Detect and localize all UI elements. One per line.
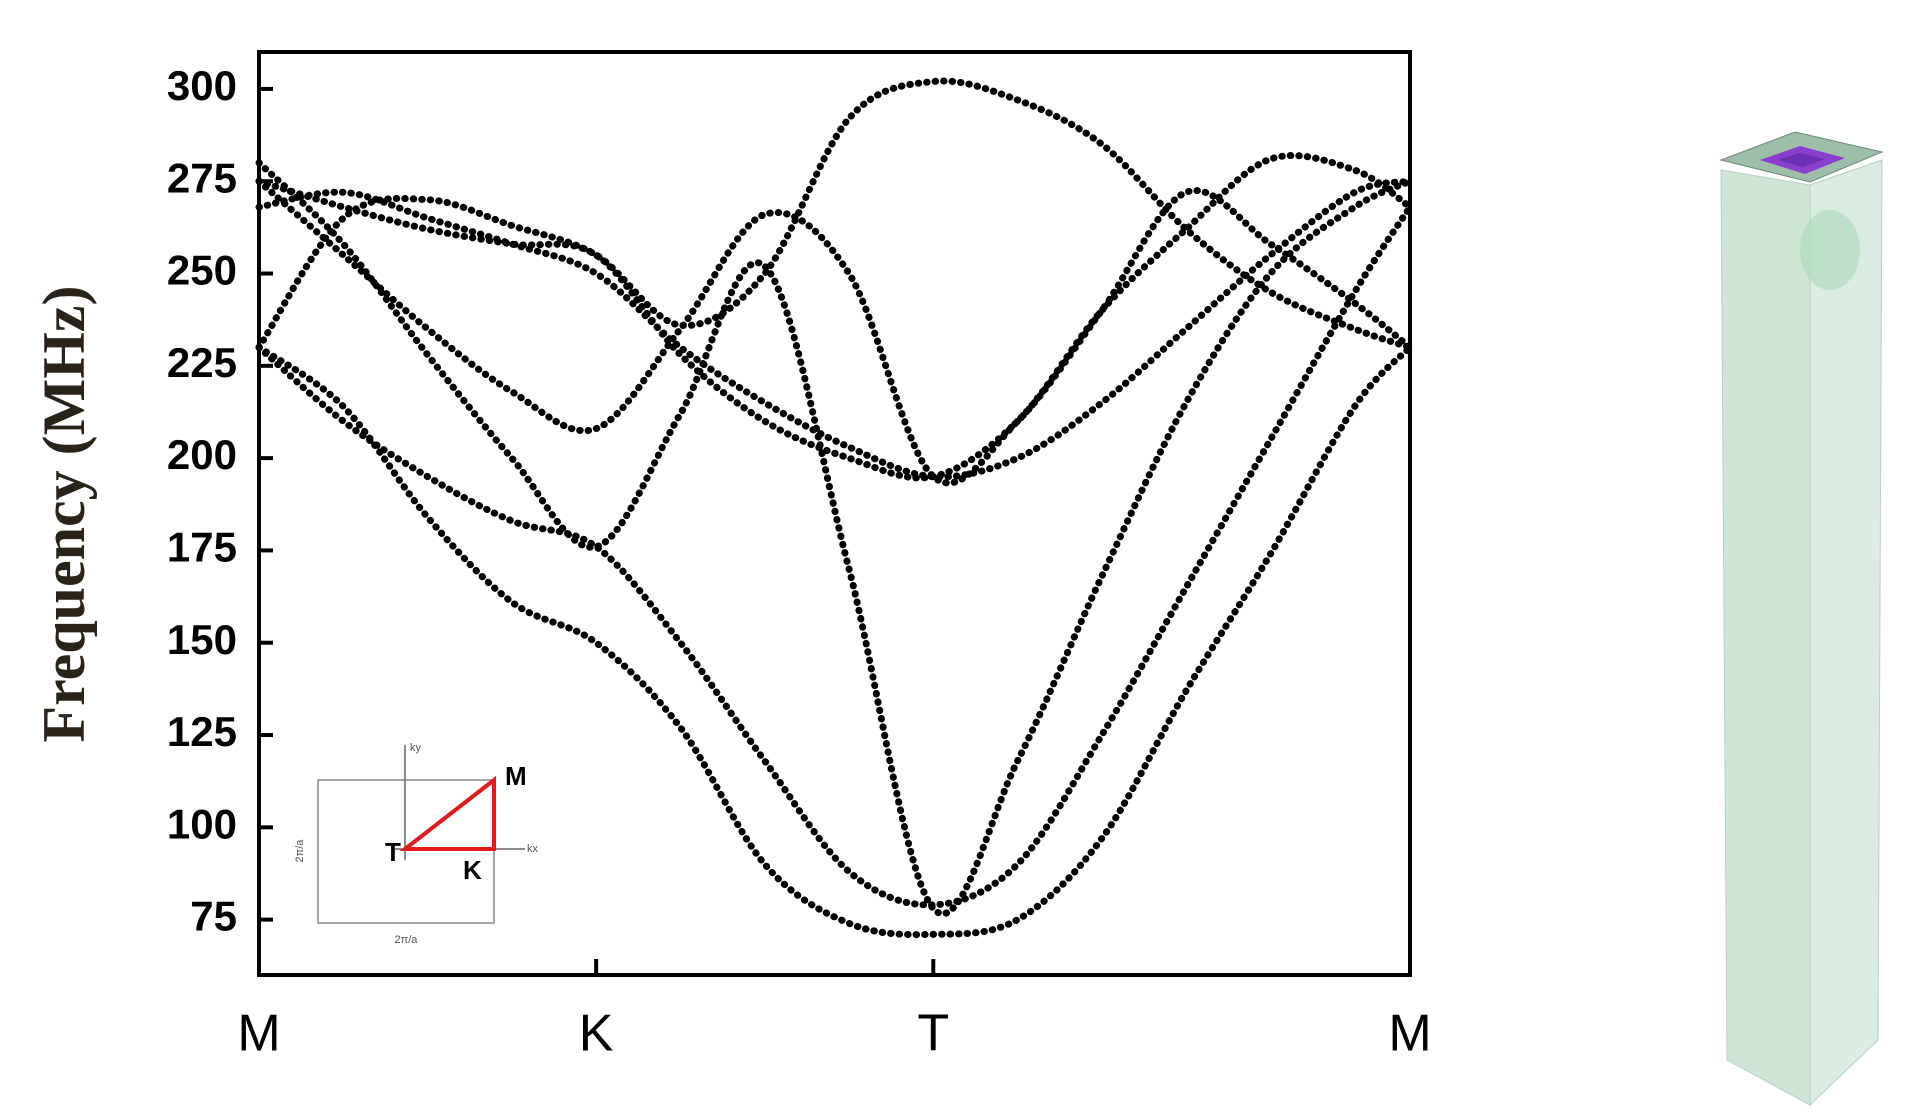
x-tick-label: M [1388, 1005, 1431, 1063]
y-tick-label: 100 [167, 800, 237, 847]
band-line [255, 152, 1414, 487]
x-tick-label: M [237, 1005, 280, 1063]
inset-label: T [385, 837, 401, 867]
inset-triangle [399, 775, 496, 851]
y-axis-label: Frequency (MHz) [31, 285, 97, 742]
inset-label: 2π/a [294, 839, 306, 863]
inset-label: K [463, 855, 482, 885]
x-tick-label: K [579, 1005, 614, 1063]
band-line [255, 203, 1414, 909]
inset-label: ky [410, 742, 422, 754]
y-tick-label: 275 [167, 154, 237, 201]
band-line [255, 177, 1414, 482]
band-line [255, 77, 1414, 351]
y-tick-label: 175 [167, 524, 237, 571]
y-tick-label: 150 [167, 616, 237, 663]
x-tick-label: T [917, 1005, 949, 1063]
y-tick-label: 225 [167, 339, 237, 386]
y-tick-label: 75 [190, 893, 237, 940]
y-tick-label: 300 [167, 62, 237, 109]
plot-frame [257, 50, 1412, 977]
inset: M T Kkx ky 2π/a 2π/a [294, 742, 539, 946]
band-line [255, 177, 1414, 481]
y-tick-label: 125 [167, 708, 237, 755]
y-tick-label: 250 [167, 247, 237, 294]
inset-label: 2π/a [395, 934, 419, 946]
inset-label: M [505, 761, 527, 791]
y-tick-label: 200 [167, 431, 237, 478]
band-line [255, 159, 1414, 918]
inset-label: kx [527, 843, 539, 855]
pillar [1719, 131, 1884, 1107]
band-line [255, 343, 1414, 939]
